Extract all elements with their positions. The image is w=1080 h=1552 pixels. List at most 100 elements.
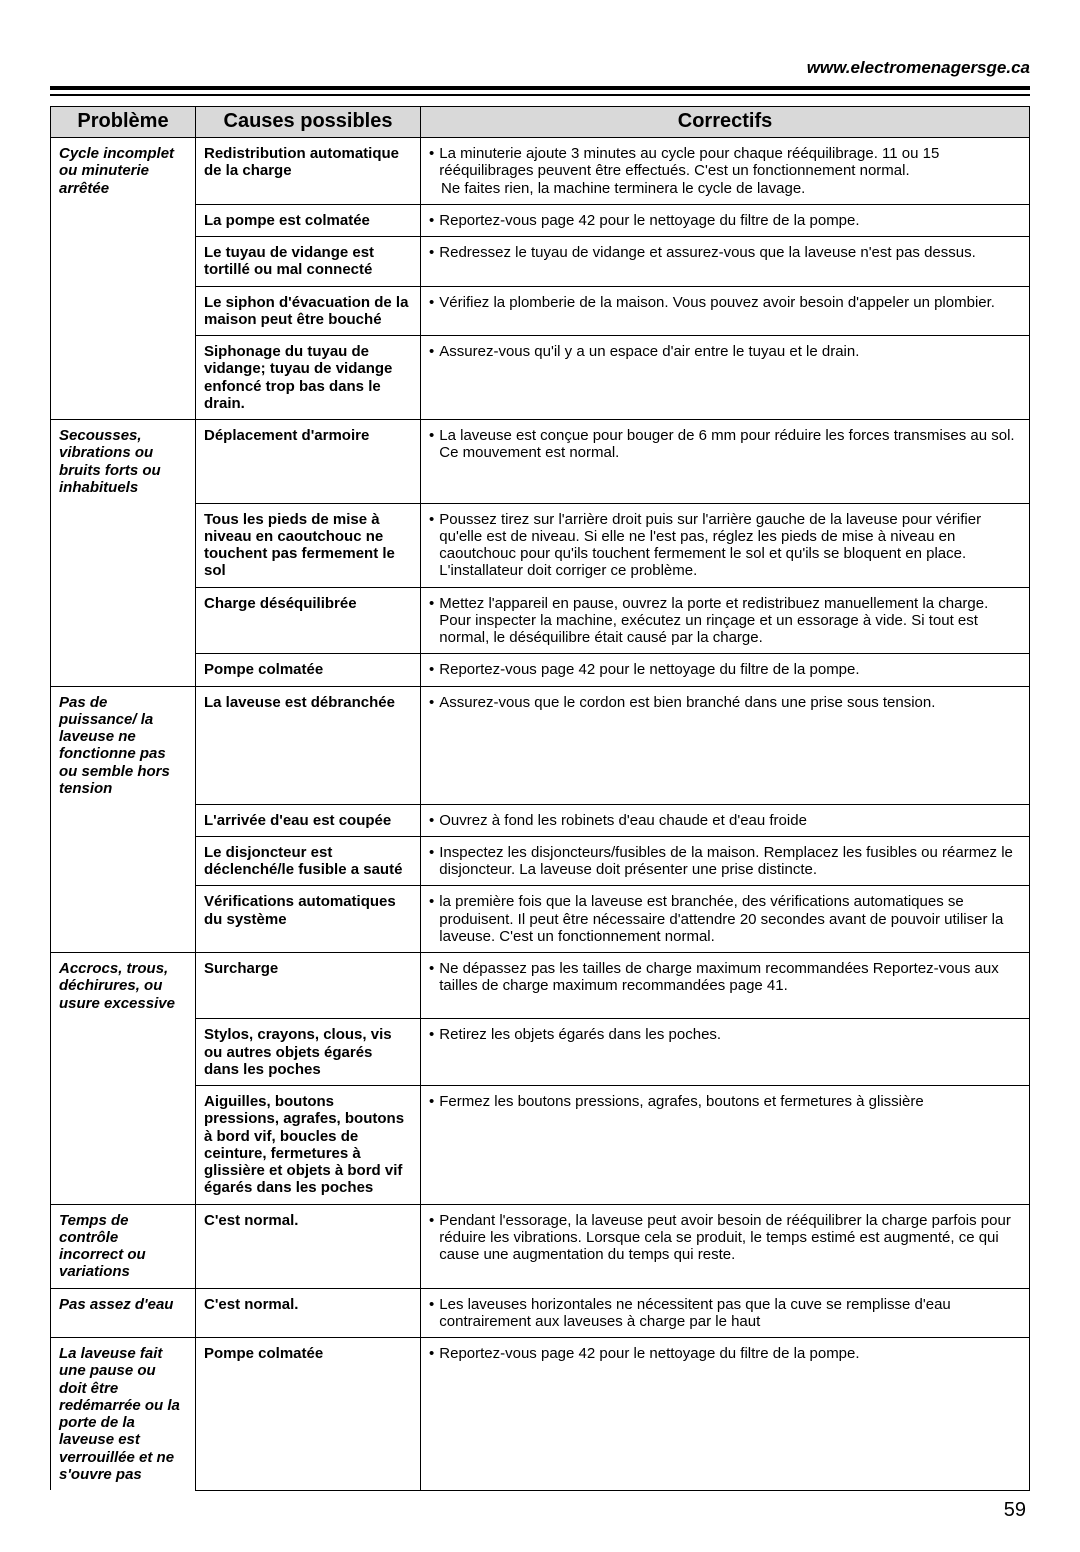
fix-text: Vérifiez la plomberie de la maison. Vous… [439, 294, 1019, 311]
cause-cell: Stylos, crayons, clous, vis ou autres ob… [196, 1019, 421, 1086]
fix-cell: •Poussez tirez sur l'arrière droit puis … [421, 503, 1030, 587]
table-row: L'arrivée d'eau est coupée •Ouvrez à fond… [51, 804, 1030, 836]
fix-text: Retirez les objets égarés dans les poche… [439, 1026, 1019, 1043]
fix-cell: •Fermez les boutons pressions, agrafes, … [421, 1086, 1030, 1205]
fix-cell: •Pendant l'essorage, la laveuse peut avo… [421, 1204, 1030, 1288]
table-row: La laveuse fait une pause ou doit être r… [51, 1338, 1030, 1491]
cause-cell: L'arrivée d'eau est coupée [196, 804, 421, 836]
fix-cell: •la première fois que la laveuse est bra… [421, 886, 1030, 953]
fix-text: Reportez-vous page 42 pour le nettoyage … [439, 661, 1019, 678]
bullet-icon: • [429, 1026, 439, 1043]
header-rule [50, 86, 1030, 96]
fix-text: Reportez-vous page 42 pour le nettoyage … [439, 212, 1019, 229]
problem-cell [51, 1086, 196, 1205]
problem-cell [51, 836, 196, 886]
bullet-icon: • [429, 145, 439, 180]
fix-cell: •Retirez les objets égarés dans les poch… [421, 1019, 1030, 1086]
fix-cell: •La minuterie ajoute 3 minutes au cycle … [421, 138, 1030, 205]
bullet-icon: • [429, 960, 439, 995]
fix-cell: •La laveuse est conçue pour bouger de 6 … [421, 420, 1030, 504]
table-row: Stylos, crayons, clous, vis ou autres ob… [51, 1019, 1030, 1086]
fix-cell: •Reportez-vous page 42 pour le nettoyage… [421, 1338, 1030, 1491]
cause-cell: C'est normal. [196, 1204, 421, 1288]
troubleshooting-table: Problème Causes possibles Correctifs Cyc… [50, 106, 1030, 1491]
fix-text: Ouvrez à fond les robinets d'eau chaude … [439, 812, 1019, 829]
table-row: Tous les pieds de mise à niveau en caout… [51, 503, 1030, 587]
table-row: Secousses, vibrations ou bruits forts ou… [51, 420, 1030, 504]
table-row: La pompe est colmatée•Reportez-vous page… [51, 204, 1030, 236]
cause-cell: Tous les pieds de mise à niveau en caout… [196, 503, 421, 587]
problem-cell [51, 886, 196, 953]
col-header-problem: Problème [51, 107, 196, 138]
fix-text: Assurez-vous que le cordon est bien bran… [439, 694, 1019, 711]
fix-cell: •Mettez l'appareil en pause, ouvrez la p… [421, 587, 1030, 654]
fix-extra-text: Ne faites rien, la machine terminera le … [429, 180, 1019, 197]
fix-text: La minuterie ajoute 3 minutes au cycle p… [439, 145, 1019, 180]
col-header-fixes: Correctifs [421, 107, 1030, 138]
problem-cell [51, 503, 196, 587]
cause-cell: Pompe colmatée [196, 654, 421, 686]
page-number: 59 [50, 1499, 1030, 1522]
bullet-icon: • [429, 343, 439, 360]
table-row: Pas assez d'eauC'est normal.•Les laveuse… [51, 1288, 1030, 1338]
bullet-icon: • [429, 812, 439, 829]
table-row: Pompe colmatée •Reportez-vous page 42 pou… [51, 654, 1030, 686]
problem-cell: Pas assez d'eau [51, 1288, 196, 1338]
bullet-icon: • [429, 661, 439, 678]
problem-cell [51, 237, 196, 287]
fix-text: Assurez-vous qu'il y a un espace d'air e… [439, 343, 1019, 360]
cause-cell: La laveuse est débranchée [196, 686, 421, 804]
bullet-icon: • [429, 1212, 439, 1264]
fix-cell: •Assurez-vous que le cordon est bien bra… [421, 686, 1030, 804]
cause-cell: Déplacement d'armoire [196, 420, 421, 504]
cause-cell: Surcharge [196, 953, 421, 1019]
fix-text: La laveuse est conçue pour bouger de 6 m… [439, 427, 1019, 462]
problem-cell: Temps de contrôle incorrect ou variation… [51, 1204, 196, 1288]
fix-text: Fermez les boutons pressions, agrafes, b… [439, 1093, 1019, 1110]
problem-cell: Accrocs, trous, déchirures, ou usure exc… [51, 953, 196, 1019]
cause-cell: Pompe colmatée [196, 1338, 421, 1491]
bullet-icon: • [429, 844, 439, 879]
fix-text: Redressez le tuyau de vidange et assurez… [439, 244, 1019, 261]
table-row: Le tuyau de vidange est tortillé ou mal … [51, 237, 1030, 287]
fix-cell: •Reportez-vous page 42 pour le nettoyage… [421, 204, 1030, 236]
cause-cell: Le tuyau de vidange est tortillé ou mal … [196, 237, 421, 287]
fix-text: Mettez l'appareil en pause, ouvrez la po… [439, 595, 1019, 647]
col-header-causes: Causes possibles [196, 107, 421, 138]
cause-cell: La pompe est colmatée [196, 204, 421, 236]
fix-text: Les laveuses horizontales ne nécessitent… [439, 1296, 1019, 1331]
fix-text: Reportez-vous page 42 pour le nettoyage … [439, 1345, 1019, 1362]
table-row: Charge déséquilibrée•Mettez l'appareil e… [51, 587, 1030, 654]
bullet-icon: • [429, 511, 439, 580]
problem-cell [51, 1019, 196, 1086]
problem-cell: Cycle incomplet ou minuterie arrêtée [51, 138, 196, 205]
table-row: Le disjoncteur est déclenché/le fusible … [51, 836, 1030, 886]
problem-cell: La laveuse fait une pause ou doit être r… [51, 1338, 196, 1491]
bullet-icon: • [429, 1345, 439, 1362]
fix-text: Poussez tirez sur l'arrière droit puis s… [439, 511, 1019, 580]
header-url: www.electromenagersge.ca [50, 58, 1030, 78]
header-row: Problème Causes possibles Correctifs [51, 107, 1030, 138]
fix-text: Inspectez les disjoncteurs/fusibles de l… [439, 844, 1019, 879]
bullet-icon: • [429, 595, 439, 647]
table-row: Le siphon d'évacuation de la maison peut… [51, 286, 1030, 336]
problem-cell [51, 804, 196, 836]
fix-cell: •Inspectez les disjoncteurs/fusibles de … [421, 836, 1030, 886]
bullet-icon: • [429, 244, 439, 261]
table-row: Vérifications automatiques du système•la… [51, 886, 1030, 953]
bullet-icon: • [429, 694, 439, 711]
problem-cell: Secousses, vibrations ou bruits forts ou… [51, 420, 196, 504]
bullet-icon: • [429, 294, 439, 311]
fix-text: Pendant l'essorage, la laveuse peut avoi… [439, 1212, 1019, 1264]
cause-cell: Le disjoncteur est déclenché/le fusible … [196, 836, 421, 886]
cause-cell: Aiguilles, boutons pressions, agrafes, b… [196, 1086, 421, 1205]
bullet-icon: • [429, 1296, 439, 1331]
problem-cell [51, 587, 196, 654]
fix-cell: •Les laveuses horizontales ne nécessiten… [421, 1288, 1030, 1338]
problem-cell: Pas de puissance/ la laveuse ne fonction… [51, 686, 196, 804]
cause-cell: Redistribution automatique de la charge [196, 138, 421, 205]
bullet-icon: • [429, 1093, 439, 1110]
problem-cell [51, 654, 196, 686]
table-row: Siphonage du tuyau de vidange; tuyau de … [51, 336, 1030, 420]
table-row: Pas de puissance/ la laveuse ne fonction… [51, 686, 1030, 804]
